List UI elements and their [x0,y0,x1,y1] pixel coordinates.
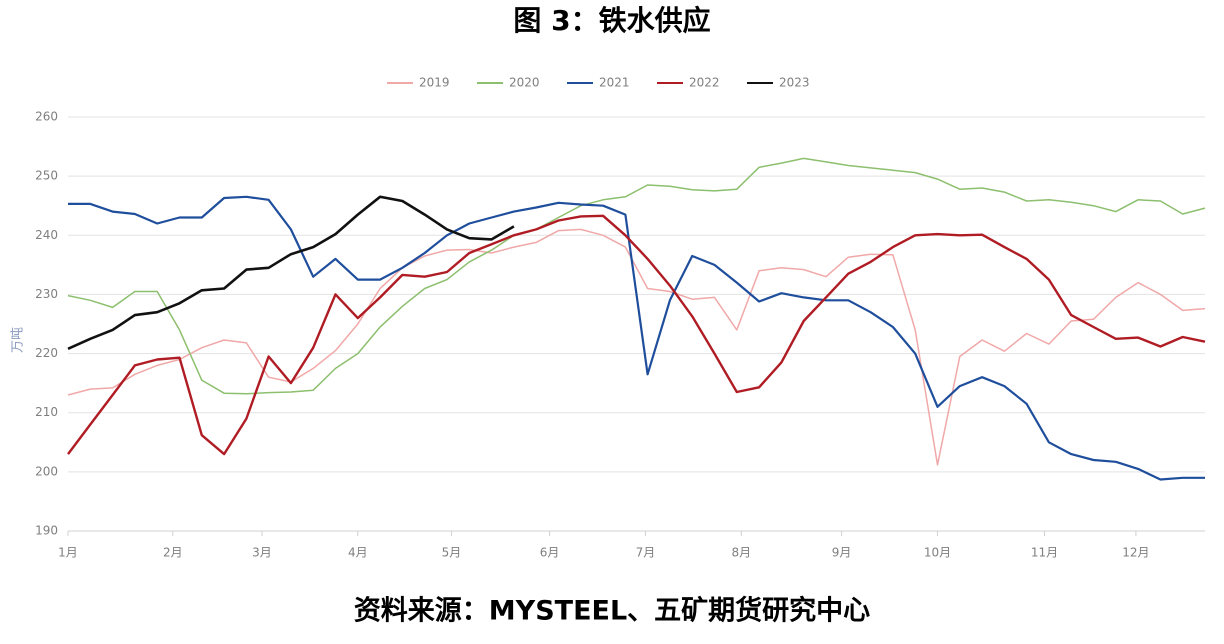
x-tick-label: 9月 [832,546,852,560]
legend-label: 2021 [599,76,630,90]
legend-label: 2019 [419,76,450,90]
line-series [67,214,1206,456]
source-note: 资料来源：MYSTEEL、五矿期货研究中心 [354,595,870,627]
y-tick-label: 260 [35,110,58,124]
line-series [67,195,515,350]
legend-label: 2020 [509,76,540,90]
y-tick-label: 210 [35,405,58,419]
x-tick-label: 10月 [924,546,951,560]
y-axis-label: 万吨 [11,327,26,353]
line-series [68,195,1205,481]
x-tick-label: 6月 [540,546,560,560]
line-series [67,228,1206,466]
x-tick-label: 12月 [1122,546,1149,560]
x-tick-label: 8月 [731,546,751,560]
y-tick-label: 200 [35,464,58,478]
legend-label: 2022 [689,76,720,90]
y-tick-label: 250 [35,169,58,183]
x-tick-label: 3月 [252,546,272,560]
x-tick-label: 11月 [1031,546,1058,560]
y-tick-label: 240 [35,228,58,242]
chart-title: 图 3：铁水供应 [513,4,710,37]
x-tick-label: 5月 [442,546,462,560]
x-tick-label: 4月 [348,546,368,560]
y-tick-label: 220 [35,346,58,360]
legend-label: 2023 [779,76,810,90]
x-tick-label: 7月 [636,546,656,560]
x-tick-label: 2月 [163,546,183,560]
y-tick-label: 230 [35,287,58,301]
line-series [67,157,1206,395]
x-tick-label: 1月 [58,546,78,560]
y-tick-label: 190 [35,524,58,538]
